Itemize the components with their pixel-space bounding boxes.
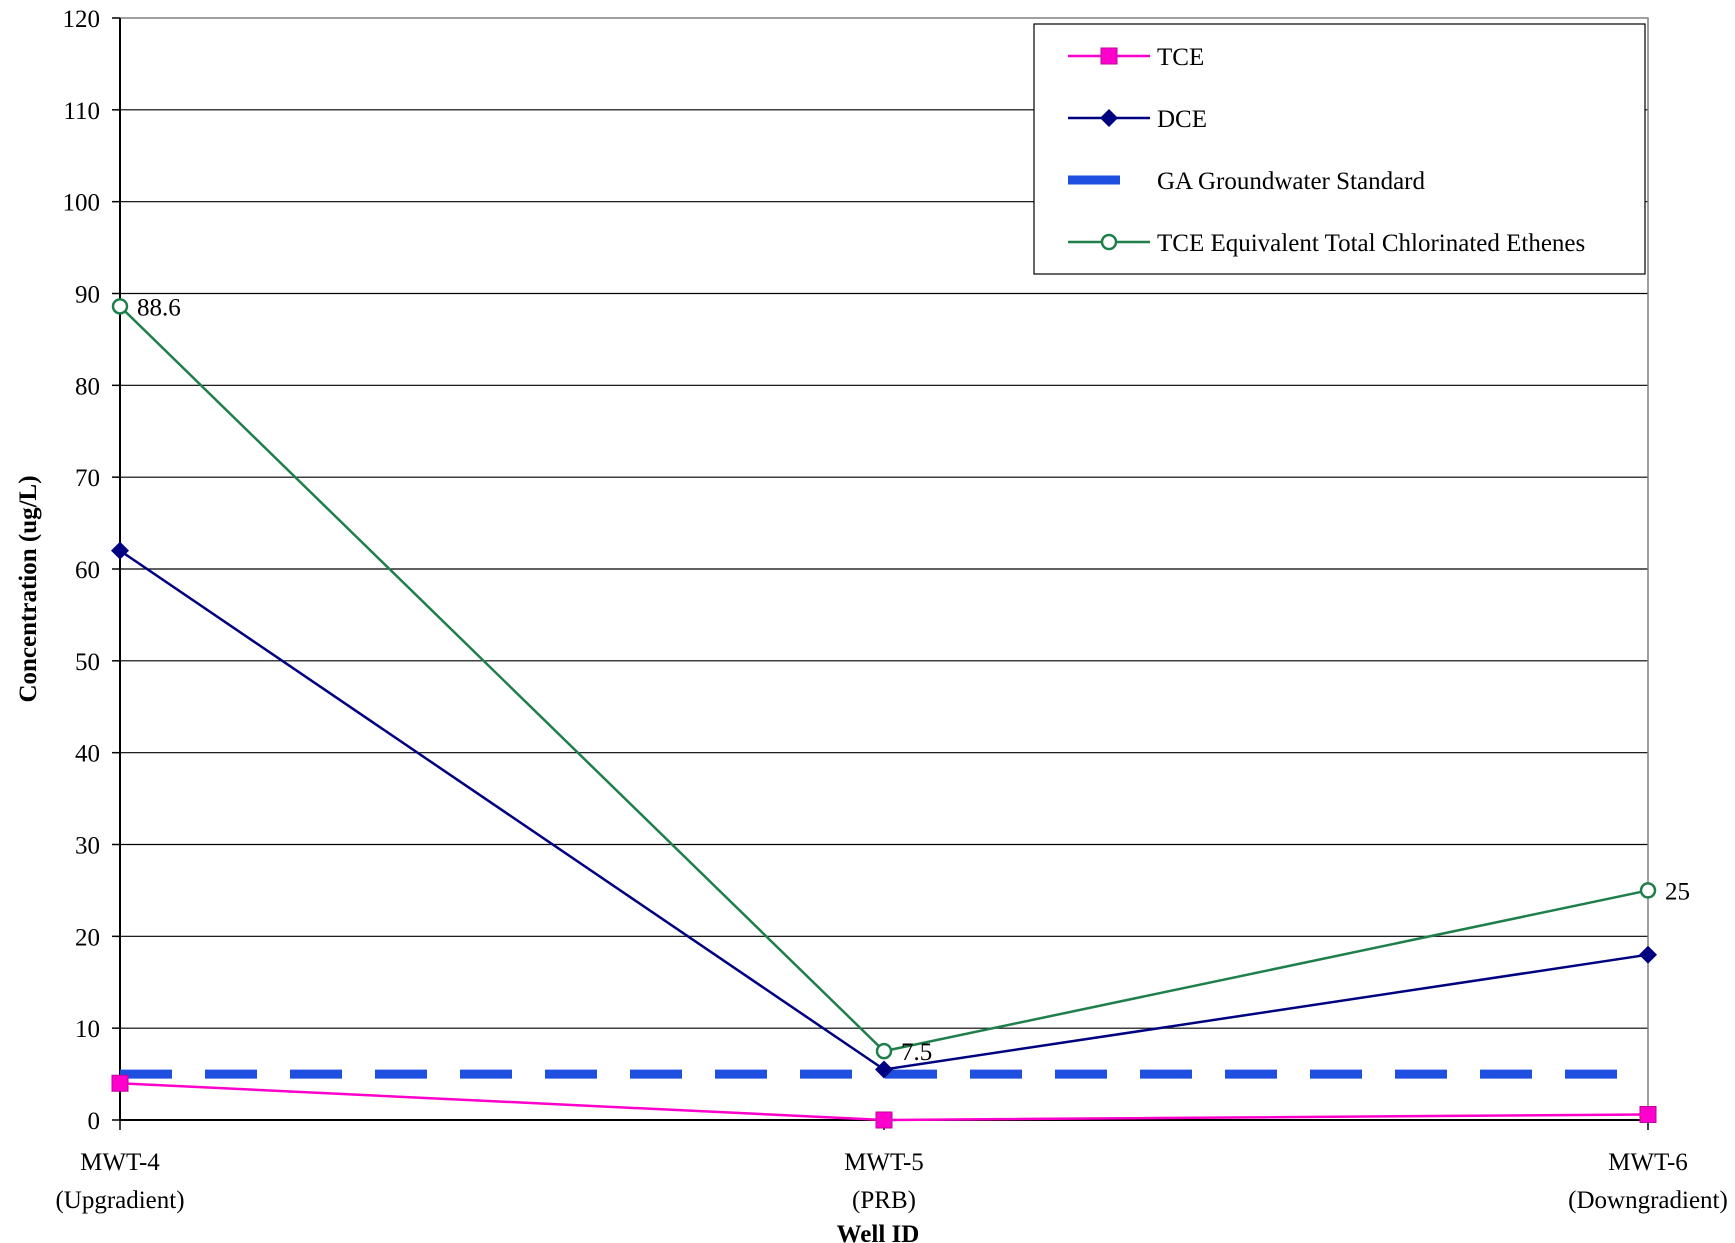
legend-marker-tce-equivalent-total-chlorinated-ethenes [1100, 233, 1118, 251]
series-dce [111, 541, 1657, 1079]
legend-marker-dce [1100, 109, 1118, 127]
y-tick-label: 40 [75, 741, 100, 768]
x-axis-title: Well ID [837, 1221, 920, 1243]
legend-label-tce: TCE [1157, 44, 1204, 71]
series-lines [111, 298, 1657, 1129]
series-tce [111, 1074, 1657, 1129]
y-tick-label: 120 [63, 6, 101, 33]
data-labels: 88.6 7.5 25 [137, 294, 1690, 1066]
y-tick-label: 70 [75, 465, 100, 492]
legend-marker-tce [1100, 47, 1118, 65]
legend-label-ga-groundwater-standard: GA Groundwater Standard [1157, 168, 1425, 195]
legend-entry-tce-equivalent-total-chlorinated-ethenes: TCE Equivalent Total Chlorinated Ethenes [1068, 230, 1585, 257]
y-tick-label: 0 [88, 1108, 101, 1135]
x-tick-sublabel: (Downgradient) [1568, 1187, 1728, 1214]
series-line-tce-equivalent-total-chlorinated-ethenes [119, 305, 1649, 1053]
x-tick-sublabel: (PRB) [852, 1187, 916, 1214]
data-point-tce-equivalent-total-chlorinated-ethenes [111, 298, 129, 315]
y-tick-label: 80 [75, 373, 100, 400]
data-point-dce [1639, 945, 1657, 964]
x-tick-label: MWT-5 [844, 1149, 924, 1176]
legend-entry-ga-groundwater-standard: GA Groundwater Standard [1068, 168, 1425, 195]
y-tick-label: 60 [75, 557, 100, 584]
data-label-tce-equivalent-total-chlorinated-ethenes: 7.5 [901, 1039, 932, 1066]
series-tce-equivalent-total-chlorinated-ethenes [111, 298, 1657, 1060]
data-point-tce [875, 1111, 893, 1129]
data-point-tce-equivalent-total-chlorinated-ethenes [875, 1042, 893, 1060]
data-point-tce-equivalent-total-chlorinated-ethenes [1639, 882, 1657, 899]
x-tick-sublabel: (Upgradient) [55, 1187, 184, 1214]
legend-entry-tce: TCE [1068, 44, 1204, 71]
y-tick-label: 100 [63, 190, 101, 217]
y-tick-label: 30 [75, 833, 100, 860]
tick-labels: 0 10 20 30 40 50 60 70 80 90 100 110 120 MWT-4 (Upgrad… [55, 6, 1727, 1214]
x-tick-label: MWT-6 [1608, 1149, 1688, 1176]
data-label-tce-equivalent-total-chlorinated-ethenes: 88.6 [137, 294, 181, 321]
y-tick-label: 10 [75, 1016, 100, 1043]
y-axis-title: Concentration (ug/L) [15, 475, 42, 702]
data-point-dce [111, 541, 129, 560]
data-point-tce [111, 1074, 129, 1092]
y-tick-label: 90 [75, 282, 100, 309]
data-point-dce [875, 1060, 893, 1079]
series-line-dce [119, 549, 1649, 1071]
legend-box [1033, 23, 1646, 275]
x-tick-label: MWT-4 [80, 1149, 160, 1176]
y-tick-label: 50 [75, 649, 100, 676]
legend-entry-dce: DCE [1068, 106, 1207, 133]
legend-label-tce-equivalent-total-chlorinated-ethenes: TCE Equivalent Total Chlorinated Ethenes [1157, 230, 1585, 257]
data-label-tce-equivalent-total-chlorinated-ethenes: 25 [1665, 878, 1690, 905]
y-tick-label: 110 [63, 98, 100, 125]
y-tick-label: 20 [75, 924, 100, 951]
data-point-tce [1639, 1105, 1657, 1123]
legend: TCE DCE GA Groundwater Standard TCE Equival… [1033, 23, 1646, 275]
legend-label-dce: DCE [1157, 106, 1207, 133]
